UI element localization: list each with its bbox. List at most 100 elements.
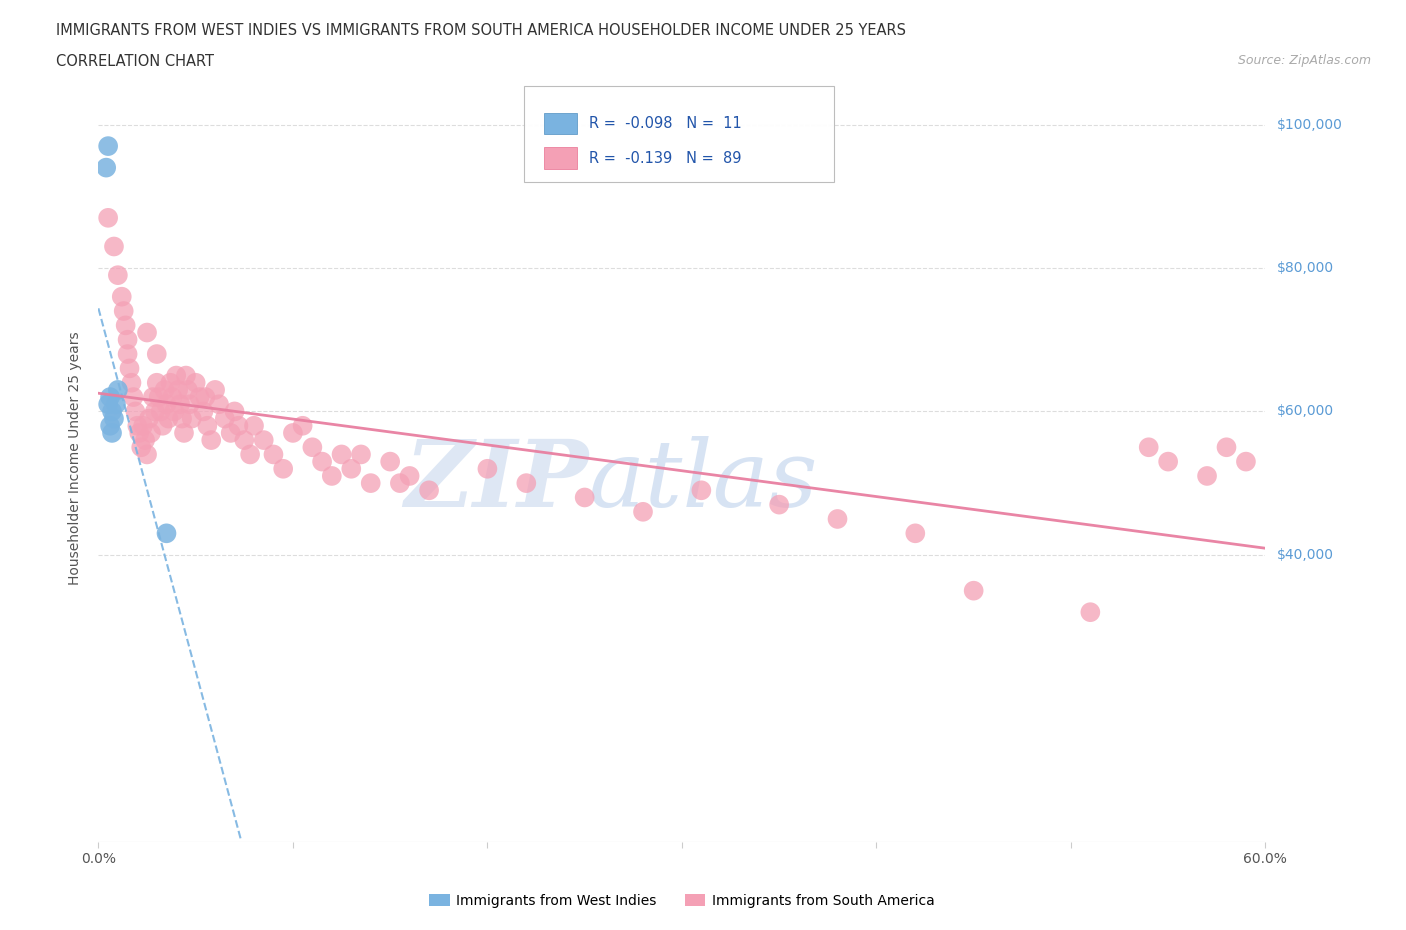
Point [97, 139, 120, 153]
Point [174, 368, 197, 383]
Point [170, 411, 193, 426]
Point [224, 404, 246, 418]
Point [146, 347, 169, 362]
Point [117, 347, 139, 362]
Text: Source: ZipAtlas.com: Source: ZipAtlas.com [1237, 54, 1371, 67]
Y-axis label: Householder Income Under 25 years: Householder Income Under 25 years [69, 331, 83, 585]
Point [142, 390, 165, 405]
Point [1215, 440, 1237, 455]
Point [107, 268, 129, 283]
Bar [544, 147, 576, 168]
FancyBboxPatch shape [524, 86, 834, 182]
Text: atlas: atlas [589, 436, 818, 526]
Bar [544, 113, 576, 134]
Point [129, 440, 152, 455]
Point [138, 411, 160, 426]
Point [155, 525, 177, 540]
Point [148, 390, 170, 405]
Point [165, 368, 187, 383]
Point [1234, 454, 1257, 469]
Point [146, 376, 169, 391]
Text: ZIP: ZIP [405, 436, 589, 526]
Point [177, 382, 200, 397]
Point [112, 303, 135, 318]
Point [167, 382, 190, 397]
Text: $100,000: $100,000 [1277, 117, 1343, 131]
Point [136, 447, 159, 462]
Point [219, 426, 242, 441]
Text: $60,000: $60,000 [1277, 405, 1334, 418]
Legend: Immigrants from West Indies, Immigrants from South America: Immigrants from West Indies, Immigrants … [429, 894, 935, 908]
Point [204, 382, 226, 397]
Point [152, 418, 174, 433]
Point [96, 160, 118, 175]
Point [350, 447, 373, 462]
Point [690, 483, 713, 498]
Text: R =  -0.139   N =  89: R = -0.139 N = 89 [589, 151, 741, 166]
Point [360, 475, 382, 490]
Point [101, 404, 124, 418]
Point [124, 404, 146, 418]
Text: IMMIGRANTS FROM WEST INDIES VS IMMIGRANTS FROM SOUTH AMERICA HOUSEHOLDER INCOME : IMMIGRANTS FROM WEST INDIES VS IMMIGRANT… [56, 23, 907, 38]
Point [188, 390, 211, 405]
Point [97, 210, 120, 225]
Point [107, 382, 129, 397]
Point [1080, 604, 1102, 619]
Point [398, 469, 420, 484]
Point [1157, 454, 1180, 469]
Point [163, 404, 186, 418]
Point [321, 469, 343, 484]
Point [827, 512, 849, 526]
Point [1137, 440, 1160, 455]
Point [228, 418, 250, 433]
Point [388, 475, 411, 490]
Point [330, 447, 353, 462]
Point [153, 382, 176, 397]
Point [121, 376, 143, 391]
Point [128, 426, 150, 441]
Point [103, 239, 125, 254]
Point [159, 376, 181, 391]
Point [143, 404, 166, 418]
Point [904, 525, 927, 540]
Point [193, 404, 215, 418]
Point [184, 376, 207, 391]
Point [136, 326, 159, 340]
Point [103, 411, 125, 426]
Point [162, 390, 184, 405]
Point [118, 361, 141, 376]
Point [208, 397, 231, 412]
Point [200, 432, 222, 447]
Point [291, 418, 314, 433]
Text: R =  -0.098   N =  11: R = -0.098 N = 11 [589, 116, 741, 131]
Point [477, 461, 499, 476]
Point [301, 440, 323, 455]
Point [114, 318, 136, 333]
Point [157, 411, 180, 426]
Text: $80,000: $80,000 [1277, 261, 1334, 275]
Point [149, 404, 172, 418]
Point [253, 432, 276, 447]
Point [117, 332, 139, 347]
Point [574, 490, 596, 505]
Text: $40,000: $40,000 [1277, 548, 1333, 562]
Point [97, 397, 120, 412]
Point [122, 390, 145, 405]
Point [169, 397, 191, 412]
Point [173, 426, 195, 441]
Point [98, 390, 121, 405]
Point [132, 418, 155, 433]
Text: CORRELATION CHART: CORRELATION CHART [56, 54, 214, 69]
Point [418, 483, 440, 498]
Point [139, 426, 162, 441]
Point [155, 397, 177, 412]
Point [271, 461, 294, 476]
Point [262, 447, 284, 462]
Point [378, 454, 402, 469]
Point [281, 426, 304, 441]
Point [1195, 469, 1218, 484]
Point [179, 397, 201, 412]
Point [340, 461, 363, 476]
Point [515, 475, 537, 490]
Point [631, 504, 654, 519]
